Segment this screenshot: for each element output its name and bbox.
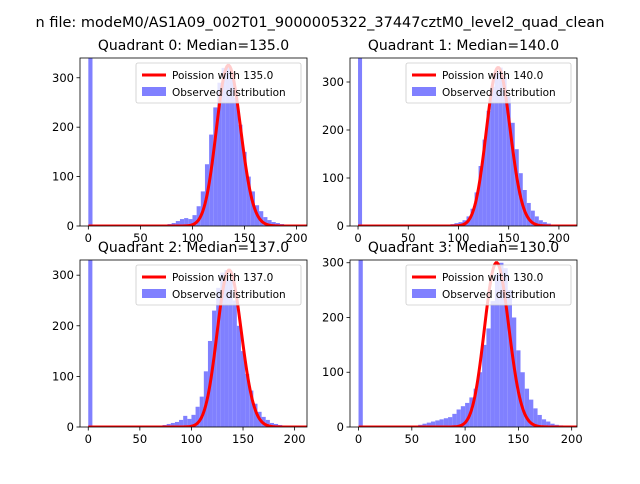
- legend-label-observed: Observed distribution: [442, 87, 556, 99]
- histogram-bar: [486, 328, 490, 427]
- y-tick-label: 100: [52, 369, 74, 383]
- y-tick-label: 300: [322, 75, 344, 89]
- histogram-bar: [233, 300, 237, 427]
- legend-label-observed: Observed distribution: [172, 289, 286, 301]
- histogram-bar: [508, 290, 512, 427]
- legend-label-observed: Observed distribution: [172, 87, 286, 99]
- x-tick-label: 0: [355, 432, 362, 446]
- subplot-title: Quadrant 1: Median=140.0: [368, 38, 559, 54]
- y-tick-label: 300: [52, 268, 74, 282]
- x-tick-label: 150: [507, 432, 529, 446]
- x-tick-label: 200: [561, 432, 583, 446]
- histogram-bar: [491, 87, 495, 226]
- figure-suptitle: n file: modeM0/AS1A09_002T01_9000005322_…: [36, 15, 605, 31]
- y-tick-label: 100: [322, 365, 344, 379]
- y-tick-label: 100: [52, 170, 74, 184]
- y-tick-label: 200: [52, 319, 74, 333]
- x-tick-label: 200: [284, 432, 306, 446]
- x-tick-label: 0: [85, 432, 92, 446]
- y-tick-label: 300: [322, 256, 344, 270]
- histogram-bar: [358, 58, 362, 226]
- subplot-3: 0 50 100 150 200 0 100 200 300 Quadrant 3: Median…: [322, 240, 583, 446]
- histogram-bar: [359, 260, 363, 427]
- y-tick-label: 0: [67, 219, 74, 233]
- subplot-title: Quadrant 3: Median=130.0: [368, 240, 559, 256]
- y-tick-label: 0: [67, 420, 74, 434]
- legend-bar-swatch: [142, 87, 166, 96]
- legend-label-poisson: Poission with 135.0: [172, 70, 273, 82]
- histogram-bar: [452, 414, 456, 427]
- histogram-bar: [88, 260, 92, 427]
- histogram-bar: [183, 416, 187, 427]
- y-tick-label: 200: [322, 123, 344, 137]
- subplot-title: Quadrant 2: Median=137.0: [98, 240, 289, 256]
- subplot-title: Quadrant 0: Median=135.0: [98, 38, 289, 54]
- x-tick-label: 0: [354, 231, 361, 245]
- x-tick-label: 100: [180, 432, 202, 446]
- x-tick-label: 150: [232, 432, 254, 446]
- x-tick-label: 100: [454, 432, 476, 446]
- legend-label-observed: Observed distribution: [442, 289, 556, 301]
- legend-bar-swatch: [142, 289, 166, 298]
- x-tick-label: 50: [133, 432, 148, 446]
- y-tick-label: 0: [337, 420, 344, 434]
- y-tick-label: 100: [322, 171, 344, 185]
- y-tick-label: 300: [52, 71, 74, 85]
- x-tick-label: 50: [404, 432, 419, 446]
- legend-label-poisson: Poission with 140.0: [442, 70, 543, 82]
- legend-bar-swatch: [412, 87, 436, 96]
- x-tick-label: 0: [85, 231, 92, 245]
- histogram-bar: [88, 58, 92, 226]
- y-tick-label: 200: [52, 120, 74, 134]
- subplot-2: 0 50 100 150 200 0 100 200 300 Quadrant 2: Median…: [52, 240, 307, 446]
- legend-label-poisson: Poission with 137.0: [172, 272, 273, 284]
- y-tick-label: 0: [337, 219, 344, 233]
- histogram-bar: [237, 326, 241, 427]
- histogram-bar: [482, 345, 486, 427]
- y-tick-label: 200: [322, 310, 344, 324]
- histogram-bar: [491, 301, 495, 427]
- legend-label-poisson: Poission with 130.0: [442, 272, 543, 284]
- legend-bar-swatch: [412, 289, 436, 298]
